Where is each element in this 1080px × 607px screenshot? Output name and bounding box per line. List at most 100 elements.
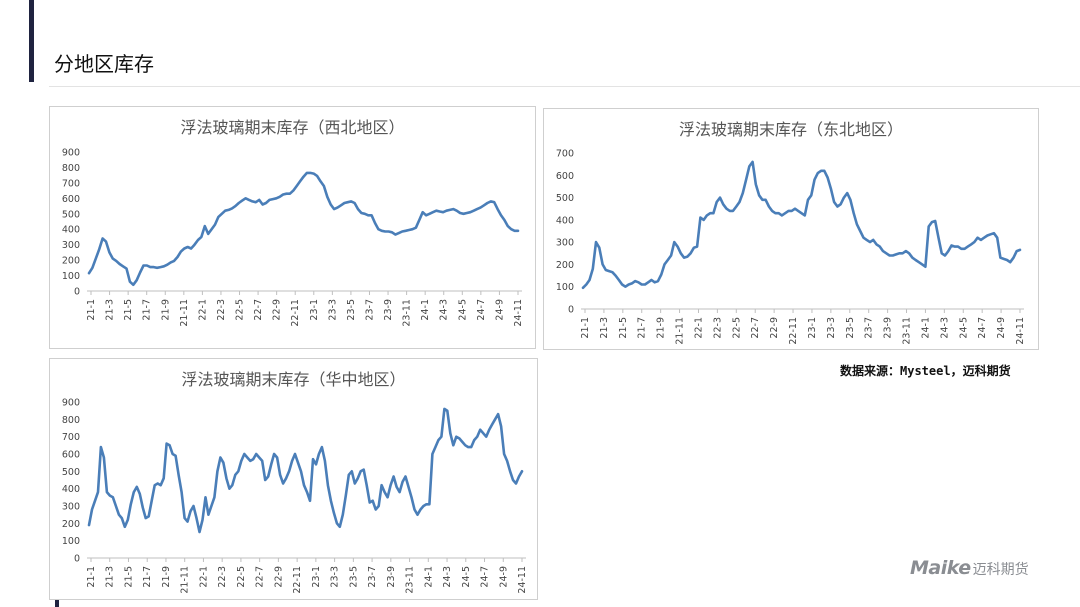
y-tick-label: 300	[556, 238, 574, 249]
x-tick-label: 23-9	[386, 566, 397, 588]
data-source-note: 数据来源：Mysteel，迈科期货	[840, 364, 1011, 378]
x-tick-label: 23-5	[845, 317, 856, 339]
series-line	[87, 407, 524, 534]
series-line	[87, 171, 520, 287]
chart-central: 浮法玻璃期末库存（华中地区） 0 100 200 300 400 500 600 700 800 9…	[62, 370, 528, 594]
x-tick-label: 24-1	[423, 566, 434, 588]
x-tick-label: 24-3	[939, 317, 950, 339]
x-tick-label: 21-1	[580, 317, 591, 339]
y-tick-label: 700	[62, 178, 80, 189]
x-tick-label: 22-3	[712, 317, 723, 339]
chart-northeast: 浮法玻璃期末库存（东北地区） 0 100 200 300 400 500 600 700 21-1…	[556, 120, 1026, 345]
x-tick-label: 22-5	[731, 317, 742, 339]
x-tick-label: 21-9	[656, 317, 667, 339]
y-tick-label: 700	[556, 149, 574, 160]
x-tick-label: 22-1	[693, 317, 704, 339]
x-tick-label: 21-5	[123, 566, 134, 588]
x-tick-label: 23-1	[309, 299, 320, 321]
x-tick-label: 23-3	[330, 566, 341, 588]
y-tick-label: 700	[62, 432, 80, 443]
x-tick-label: 21-1	[86, 566, 97, 588]
x-tick-label: 22-3	[216, 299, 227, 321]
x-tick-label: 21-7	[637, 317, 648, 339]
y-tick-label: 800	[62, 415, 80, 426]
accent-bar-bottom	[55, 597, 59, 607]
chart-title: 浮法玻璃期末库存（西北地区）	[180, 118, 404, 137]
x-tick-label: 21-5	[123, 299, 134, 321]
y-tick-label: 500	[62, 467, 80, 478]
x-tick-label: 21-5	[618, 317, 629, 339]
x-tick-label: 22-3	[217, 566, 228, 588]
x-tick-label: 23-3	[327, 299, 338, 321]
x-tick-label: 22-11	[788, 317, 799, 345]
chart-panel-northwest: 浮法玻璃期末库存（西北地区） 0 100 200 300 400 500 600 700 800 9…	[49, 106, 536, 349]
x-tick-label: 24-3	[442, 566, 453, 588]
company-logo: Maike 迈科期货	[910, 557, 1029, 581]
title-divider	[49, 86, 1080, 87]
y-tick-label: 100	[62, 271, 80, 282]
y-tick-label: 400	[62, 484, 80, 495]
x-tick-label: 22-5	[236, 566, 247, 588]
y-tick-label: 200	[62, 519, 80, 530]
x-tick-label: 21-11	[179, 299, 190, 327]
x-tick-label: 23-7	[367, 566, 378, 588]
x-tick-label: 24-11	[1015, 317, 1026, 345]
x-tick-label: 24-1	[420, 299, 431, 321]
x-tick-label: 24-3	[439, 299, 450, 321]
y-tick-label: 300	[62, 240, 80, 251]
x-tick-label: 23-1	[807, 317, 818, 339]
y-tick-label: 0	[568, 305, 574, 316]
series-line	[581, 160, 1022, 290]
y-tick-label: 0	[74, 287, 80, 298]
y-tick-label: 500	[556, 193, 574, 204]
y-tick-label: 400	[556, 215, 574, 226]
x-tick-label: 24-5	[457, 299, 468, 321]
x-tick-label: 23-11	[902, 317, 913, 345]
x-tick-label: 24-7	[480, 566, 491, 588]
x-tick-label: 23-1	[311, 566, 322, 588]
x-tick-label: 24-9	[996, 317, 1007, 339]
x-tick-label: 24-5	[958, 317, 969, 339]
x-tick-label: 22-9	[769, 317, 780, 339]
chart-title: 浮法玻璃期末库存（华中地区）	[181, 370, 405, 389]
x-tick-label: 21-3	[105, 566, 116, 588]
x-tick-label: 22-7	[750, 317, 761, 339]
y-tick-label: 500	[62, 209, 80, 220]
x-tick-label: 23-11	[405, 566, 416, 594]
x-tick-label: 22-7	[253, 299, 264, 321]
y-tick-label: 900	[62, 398, 80, 409]
x-tick-label: 24-11	[513, 299, 524, 327]
y-tick-label: 600	[556, 171, 574, 182]
x-tick-label: 21-3	[105, 299, 116, 321]
x-tick-label: 21-9	[160, 299, 171, 321]
x-tick-label: 22-9	[273, 566, 284, 588]
logo-name: 迈科期货	[972, 562, 1029, 578]
y-tick-label: 0	[74, 554, 80, 565]
x-tick-label: 21-7	[142, 299, 153, 321]
x-tick-label: 24-11	[517, 566, 528, 594]
x-tick-label: 23-11	[402, 299, 413, 327]
x-tick-label: 21-11	[180, 566, 191, 594]
x-tick-label: 23-9	[883, 317, 894, 339]
y-tick-label: 100	[62, 536, 80, 547]
y-tick-label: 200	[556, 260, 574, 271]
x-tick-label: 24-1	[920, 317, 931, 339]
x-tick-label: 22-11	[290, 299, 301, 327]
x-tick-label: 22-11	[292, 566, 303, 594]
chart-title: 浮法玻璃期末库存（东北地区）	[679, 120, 903, 139]
x-tick-label: 21-9	[161, 566, 172, 588]
x-tick-label: 21-1	[86, 299, 97, 321]
x-tick-label: 21-11	[675, 317, 686, 345]
y-tick-label: 600	[62, 450, 80, 461]
y-tick-label: 200	[62, 256, 80, 267]
x-tick-label: 24-9	[498, 566, 509, 588]
accent-bar-top	[29, 0, 34, 82]
x-tick-label: 24-9	[494, 299, 505, 321]
y-tick-label: 800	[62, 163, 80, 174]
x-tick-label: 23-3	[826, 317, 837, 339]
x-tick-label: 23-9	[383, 299, 394, 321]
chart-northwest: 浮法玻璃期末库存（西北地区） 0 100 200 300 400 500 600 700 800 9…	[62, 118, 524, 327]
x-tick-label: 22-1	[197, 299, 208, 321]
x-tick-label: 24-7	[476, 299, 487, 321]
x-tick-label: 22-9	[272, 299, 283, 321]
